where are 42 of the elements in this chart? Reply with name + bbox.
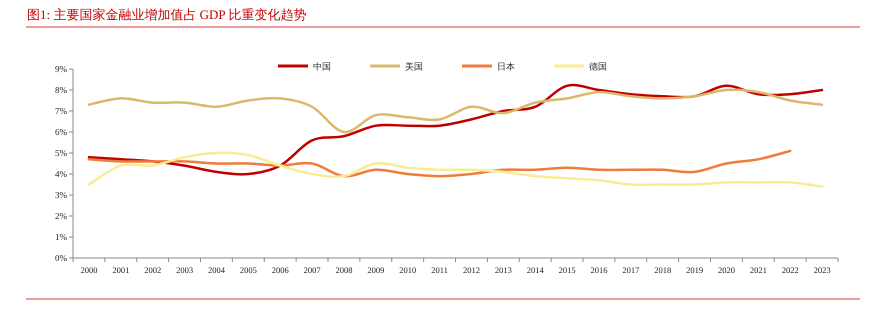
y-tick-label: 3% <box>55 190 68 200</box>
y-tick-label: 4% <box>55 169 68 179</box>
x-tick-label: 2000 <box>80 265 98 275</box>
x-tick-label: 2002 <box>144 265 162 275</box>
legend-label: 美国 <box>405 62 423 72</box>
x-tick-label: 2020 <box>718 265 735 275</box>
y-tick-label: 5% <box>55 148 68 158</box>
x-tick-label: 2004 <box>208 265 226 275</box>
x-tick-label: 2005 <box>240 265 257 275</box>
legend-label: 德国 <box>589 62 607 72</box>
x-tick-label: 2015 <box>558 265 576 275</box>
x-tick-label: 2010 <box>399 265 416 275</box>
x-tick-label: 2016 <box>590 265 608 275</box>
x-tick-label: 2001 <box>112 265 130 275</box>
x-tick-label: 2014 <box>526 265 544 275</box>
y-tick-label: 2% <box>55 211 68 221</box>
x-tick-label: 2003 <box>176 265 194 275</box>
x-tick-label: 2018 <box>654 265 672 275</box>
line-series <box>88 150 792 178</box>
x-tick-label: 2007 <box>304 265 321 275</box>
x-tick-label: 2021 <box>750 265 767 275</box>
chart-title: 图1: 主要国家金融业增加值占 GDP 比重变化趋势 <box>27 7 306 22</box>
line-series <box>88 152 824 188</box>
line-series <box>88 88 824 134</box>
x-tick-label: 2006 <box>272 265 289 275</box>
x-tick-label: 2013 <box>494 265 512 275</box>
x-tick-label: 2012 <box>462 265 480 275</box>
y-tick-label: 6% <box>55 127 68 137</box>
y-tick-label: 8% <box>55 85 68 95</box>
x-tick-label: 2022 <box>782 265 799 275</box>
x-tick-label: 2011 <box>431 265 448 275</box>
y-tick-label: 7% <box>55 106 68 116</box>
x-tick-label: 2017 <box>622 265 640 275</box>
legend-label: 日本 <box>497 62 515 72</box>
x-tick-label: 2009 <box>367 265 384 275</box>
y-tick-label: 9% <box>55 64 68 74</box>
x-tick-label: 2019 <box>686 265 704 275</box>
legend-label: 中国 <box>313 62 331 72</box>
y-tick-label: 1% <box>55 232 68 242</box>
y-tick-label: 0% <box>55 253 68 263</box>
x-tick-label: 2023 <box>814 265 831 275</box>
x-tick-label: 2008 <box>335 265 352 275</box>
